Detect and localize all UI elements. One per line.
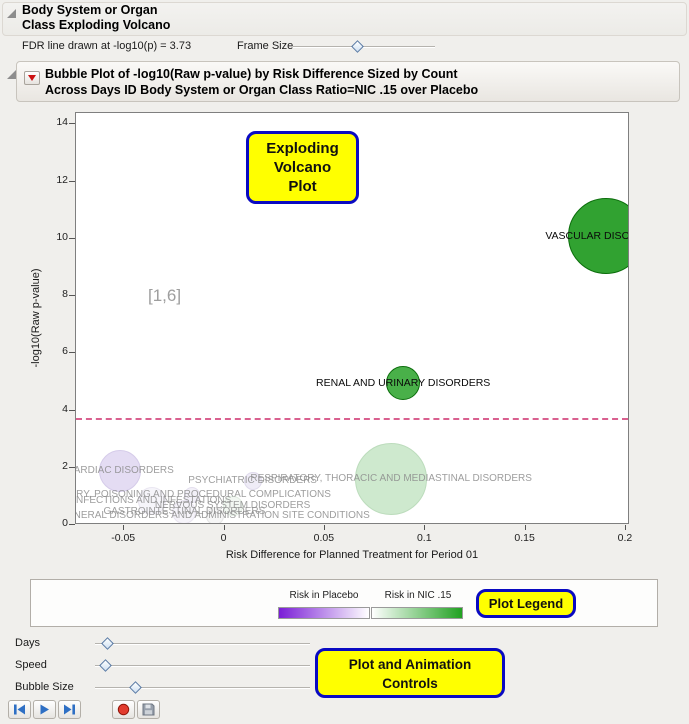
page-title-line1: Body System or Organ bbox=[22, 3, 158, 17]
matrix-cell-annotation: [1,6] bbox=[148, 286, 182, 305]
bubble-plot-title-line2: Across Days ID Body System or Organ Clas… bbox=[45, 83, 479, 97]
speed-slider-thumb[interactable] bbox=[99, 659, 112, 672]
days-label: Days bbox=[15, 637, 41, 649]
bubble-label: NERVOUS SYSTEM DISORDERS bbox=[154, 500, 311, 512]
x-tick-label: 0.1 bbox=[416, 532, 432, 544]
legend-panel: Risk in Placebo Risk in NIC .15 Plot Leg… bbox=[30, 579, 658, 627]
save-button[interactable] bbox=[137, 700, 160, 719]
y-tick-mark bbox=[69, 409, 75, 411]
bubble-size-label: Bubble Size bbox=[15, 681, 74, 693]
skip-forward-icon bbox=[64, 704, 75, 715]
save-icon bbox=[142, 703, 155, 716]
x-tick-label: 0 bbox=[220, 532, 227, 544]
frame-size-label: Frame Size bbox=[237, 40, 294, 52]
x-tick-mark bbox=[323, 525, 325, 530]
legend-gradient-placebo bbox=[278, 607, 370, 619]
play-icon bbox=[40, 704, 49, 715]
bubble-label: RESPIRATORY, THORACIC AND MEDIASTINAL DI… bbox=[250, 473, 532, 485]
bubble-label: INJURY, POISONING AND PROCEDURAL COMPLIC… bbox=[75, 488, 331, 500]
speed-label: Speed bbox=[15, 659, 47, 671]
y-tick-label: 10 bbox=[56, 230, 68, 243]
speed-slider[interactable] bbox=[95, 659, 310, 672]
record-icon bbox=[117, 703, 130, 716]
legend-placebo-label: Risk in Placebo bbox=[289, 590, 359, 601]
legend-treatment-label: Risk in NIC .15 bbox=[384, 590, 452, 601]
outline-header-bubble-plot: Bubble Plot of -log10(Raw p-value) by Ri… bbox=[16, 61, 680, 102]
y-tick-label: 14 bbox=[56, 116, 68, 129]
x-tick-mark bbox=[624, 525, 626, 530]
bubble-size-slider-thumb[interactable] bbox=[129, 681, 142, 694]
annotation-plot-legend[interactable]: Plot Legend bbox=[476, 589, 576, 618]
bubble-cardiac-disorders[interactable] bbox=[99, 449, 142, 492]
bubble-psychiatric-disorders[interactable] bbox=[243, 471, 262, 490]
outline-header-volcano bbox=[2, 2, 687, 36]
bubble-vascular-disorders[interactable] bbox=[567, 198, 628, 275]
bubble-infections-and-infestations[interactable] bbox=[138, 486, 167, 515]
y-tick-mark bbox=[69, 123, 75, 125]
bubble-label: RENAL AND URINARY DISORDERS bbox=[316, 377, 491, 390]
bubble-label: GASTROINTESTINAL DISORDERS bbox=[103, 506, 266, 518]
page-title: Body System or Organ Class Exploding Vol… bbox=[22, 3, 170, 33]
bubble-gastrointestinal-disorders[interactable] bbox=[172, 500, 197, 523]
y-tick-label: 4 bbox=[62, 402, 68, 415]
y-tick-label: 8 bbox=[62, 288, 68, 301]
bubble-plot-title: Bubble Plot of -log10(Raw p-value) by Ri… bbox=[45, 66, 478, 98]
y-tick-mark bbox=[69, 352, 75, 354]
x-tick-label: 0.15 bbox=[514, 532, 535, 544]
x-tick-mark bbox=[524, 525, 526, 530]
record-button[interactable] bbox=[112, 700, 135, 719]
bubble-nervous-system-disorders[interactable] bbox=[222, 496, 243, 517]
y-tick-mark bbox=[69, 237, 75, 239]
y-tick-label: 6 bbox=[62, 345, 68, 358]
red-triangle-icon bbox=[28, 75, 36, 81]
x-tick-mark bbox=[424, 525, 426, 530]
skip-back-icon bbox=[14, 704, 25, 715]
y-axis-title: -log10(Raw p-value) bbox=[30, 268, 42, 368]
x-tick-label: 0.05 bbox=[313, 532, 335, 544]
annotation-exploding-volcano-plot[interactable]: Exploding Volcano Plot bbox=[246, 131, 359, 204]
y-tick-label: 0 bbox=[62, 517, 68, 529]
x-tick-mark bbox=[223, 525, 225, 530]
bubble-renal-and-urinary-disorders[interactable] bbox=[386, 366, 421, 401]
bubble-label: INFECTIONS AND INFESTATIONS bbox=[75, 494, 232, 506]
days-slider[interactable] bbox=[95, 637, 310, 650]
x-tick-mark bbox=[123, 525, 125, 530]
speed-slider-track[interactable] bbox=[95, 665, 310, 667]
y-tick-mark bbox=[69, 466, 75, 468]
days-slider-thumb[interactable] bbox=[101, 637, 114, 650]
fdr-note: FDR line drawn at -log10(p) = 3.73 bbox=[22, 40, 192, 52]
frame-size-slider-track[interactable] bbox=[293, 46, 435, 48]
bubble-plot-title-line1: Bubble Plot of -log10(Raw p-value) by Ri… bbox=[45, 67, 458, 81]
step-forward-button[interactable] bbox=[58, 700, 81, 719]
y-tick-label: 12 bbox=[56, 173, 68, 186]
x-tick-label: 0.2 bbox=[617, 532, 633, 544]
disclosure-triangle-icon[interactable] bbox=[7, 70, 16, 79]
bubble-respiratory-thoracic-and-mediastinal-disorders[interactable] bbox=[355, 443, 428, 516]
bubble-general-disorders-and-administration-site-conditions[interactable] bbox=[205, 507, 224, 523]
y-tick-mark bbox=[69, 180, 75, 182]
days-slider-track[interactable] bbox=[95, 643, 310, 645]
bubble-label: VASCULAR DISORDERS bbox=[545, 230, 629, 243]
bubble-size-slider[interactable] bbox=[95, 681, 310, 694]
bubble-label: CARDIAC DISORDERS bbox=[75, 464, 174, 476]
x-axis-title: Risk Difference for Planned Treatment fo… bbox=[225, 549, 479, 561]
y-tick-label: 2 bbox=[62, 459, 68, 472]
disclosure-triangle-icon[interactable] bbox=[7, 9, 16, 18]
x-tick-label: -0.05 bbox=[111, 532, 136, 544]
frame-size-slider-thumb[interactable] bbox=[351, 40, 364, 53]
y-tick-mark bbox=[69, 524, 75, 525]
step-back-button[interactable] bbox=[8, 700, 31, 719]
play-button[interactable] bbox=[33, 700, 56, 719]
fdr-threshold-line bbox=[76, 418, 628, 421]
bubble-label: GENERAL DISORDERS AND ADMINISTRATION SIT… bbox=[75, 510, 370, 522]
frame-size-slider[interactable] bbox=[293, 40, 435, 53]
y-tick-mark bbox=[69, 295, 75, 297]
page-title-line2: Class Exploding Volcano bbox=[22, 18, 171, 32]
bubble-size-slider-track[interactable] bbox=[95, 687, 310, 689]
red-triangle-menu-button[interactable] bbox=[24, 71, 40, 85]
bubble-label: PSYCHIATRIC DISORDERS bbox=[188, 474, 317, 486]
legend-gradient-treatment bbox=[371, 607, 463, 619]
annotation-plot-animation-controls[interactable]: Plot and Animation Controls bbox=[315, 648, 505, 698]
